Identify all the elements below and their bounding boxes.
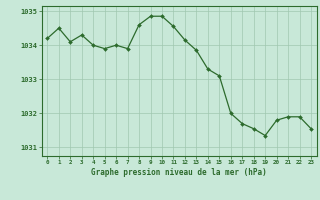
- X-axis label: Graphe pression niveau de la mer (hPa): Graphe pression niveau de la mer (hPa): [91, 168, 267, 177]
